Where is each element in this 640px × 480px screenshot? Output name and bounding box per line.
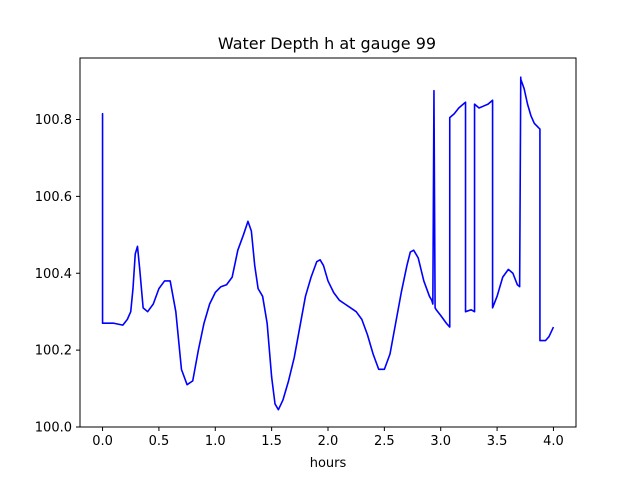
plot-frame: [79, 57, 577, 428]
x-tick-label: 3.0: [430, 434, 451, 449]
x-tick-label: 0.0: [92, 434, 113, 449]
x-tick-label: 3.5: [487, 434, 508, 449]
plot-area: [79, 57, 577, 428]
x-tick-label: 1.5: [261, 434, 282, 449]
x-tick-label: 4.0: [543, 434, 564, 449]
y-tick-label: 100.8: [35, 113, 72, 128]
series-line-0: [101, 76, 555, 411]
x-tick-label: 2.5: [374, 434, 395, 449]
y-tick-label: 100.2: [35, 344, 72, 359]
x-tick-label: 0.5: [149, 434, 170, 449]
y-tick-label: 100.0: [35, 421, 72, 436]
y-axis-ticks: 100.0 100.2 100.4 100.6 100.8: [35, 113, 80, 436]
y-tick-label: 100.4: [35, 267, 72, 282]
x-axis-label: hours: [310, 456, 347, 471]
chart-title: Water Depth h at gauge 99: [218, 34, 436, 53]
y-tick-label: 100.6: [35, 190, 72, 205]
x-tick-label: 2.0: [318, 434, 339, 449]
x-axis-ticks: 0.0 0.5 1.0 1.5 2.0 2.5 3.0 3.5 4.0: [92, 427, 564, 449]
x-tick-label: 1.0: [205, 434, 226, 449]
